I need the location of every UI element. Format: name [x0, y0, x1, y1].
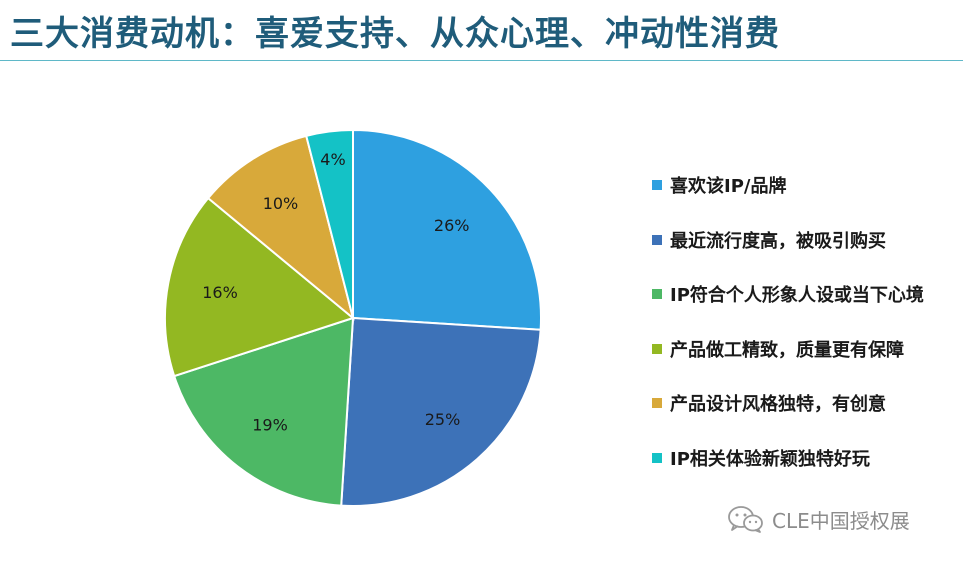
- pie-data-label-2: 19%: [252, 415, 288, 434]
- legend-label: 产品设计风格独特，有创意: [670, 394, 886, 415]
- chart-legend: 喜欢该IP/品牌最近流行度高，被吸引购买 IP符合个人形象人设或当下心境 产品做工精…: [652, 172, 924, 499]
- legend-swatch: [652, 289, 662, 299]
- title-divider: [0, 60, 963, 61]
- pie-slice-4: [206, 134, 355, 321]
- legend-item-1: 最近流行度高，被吸引购买: [652, 227, 924, 253]
- pie-data-label-4: 10%: [263, 194, 299, 213]
- pie-slice-3: [164, 196, 356, 378]
- legend-item-2: IP符合个人形象人设或当下心境: [652, 281, 924, 307]
- pie-slice-0: [352, 128, 542, 331]
- watermark: CLE中国授权展: [726, 504, 910, 534]
- legend-label: 最近流行度高，被吸引购买: [670, 230, 886, 252]
- legend-item-4: 产品设计风格独特，有创意: [652, 390, 924, 416]
- pie-data-label-3: 16%: [202, 283, 238, 302]
- legend-item-3: 产品做工精致，质量更有保障: [652, 336, 924, 362]
- pie-slice-2: [172, 316, 355, 507]
- legend-swatch: [652, 180, 662, 190]
- legend-label: IP相关体验新颖独特好玩: [670, 448, 870, 470]
- pie-data-label-1: 25%: [425, 410, 461, 429]
- legend-swatch: [652, 343, 662, 354]
- legend-item-0: 喜欢该IP/品牌: [652, 172, 924, 198]
- legend-label: 喜欢该IP/品牌: [670, 176, 787, 197]
- watermark-text: CLE中国授权展: [772, 508, 910, 533]
- pie-slice-1: [340, 316, 542, 507]
- pie-data-label-0: 26%: [434, 216, 470, 235]
- legend-swatch: [652, 452, 662, 463]
- legend-swatch: [652, 398, 662, 408]
- wechat-icon: [728, 506, 763, 533]
- pie-data-label-5: 4%: [320, 150, 345, 169]
- page-title: 三大消费动机：喜爱支持、从众心理、冲动性消费: [10, 14, 780, 54]
- legend-label: 产品做工精致，质量更有保障: [670, 339, 904, 361]
- legend-swatch: [652, 234, 662, 245]
- pie-slice-5: [305, 128, 354, 319]
- legend-label: IP符合个人形象人设或当下心境: [670, 285, 924, 306]
- legend-item-5: IP相关体验新颖独特好玩: [652, 445, 924, 471]
